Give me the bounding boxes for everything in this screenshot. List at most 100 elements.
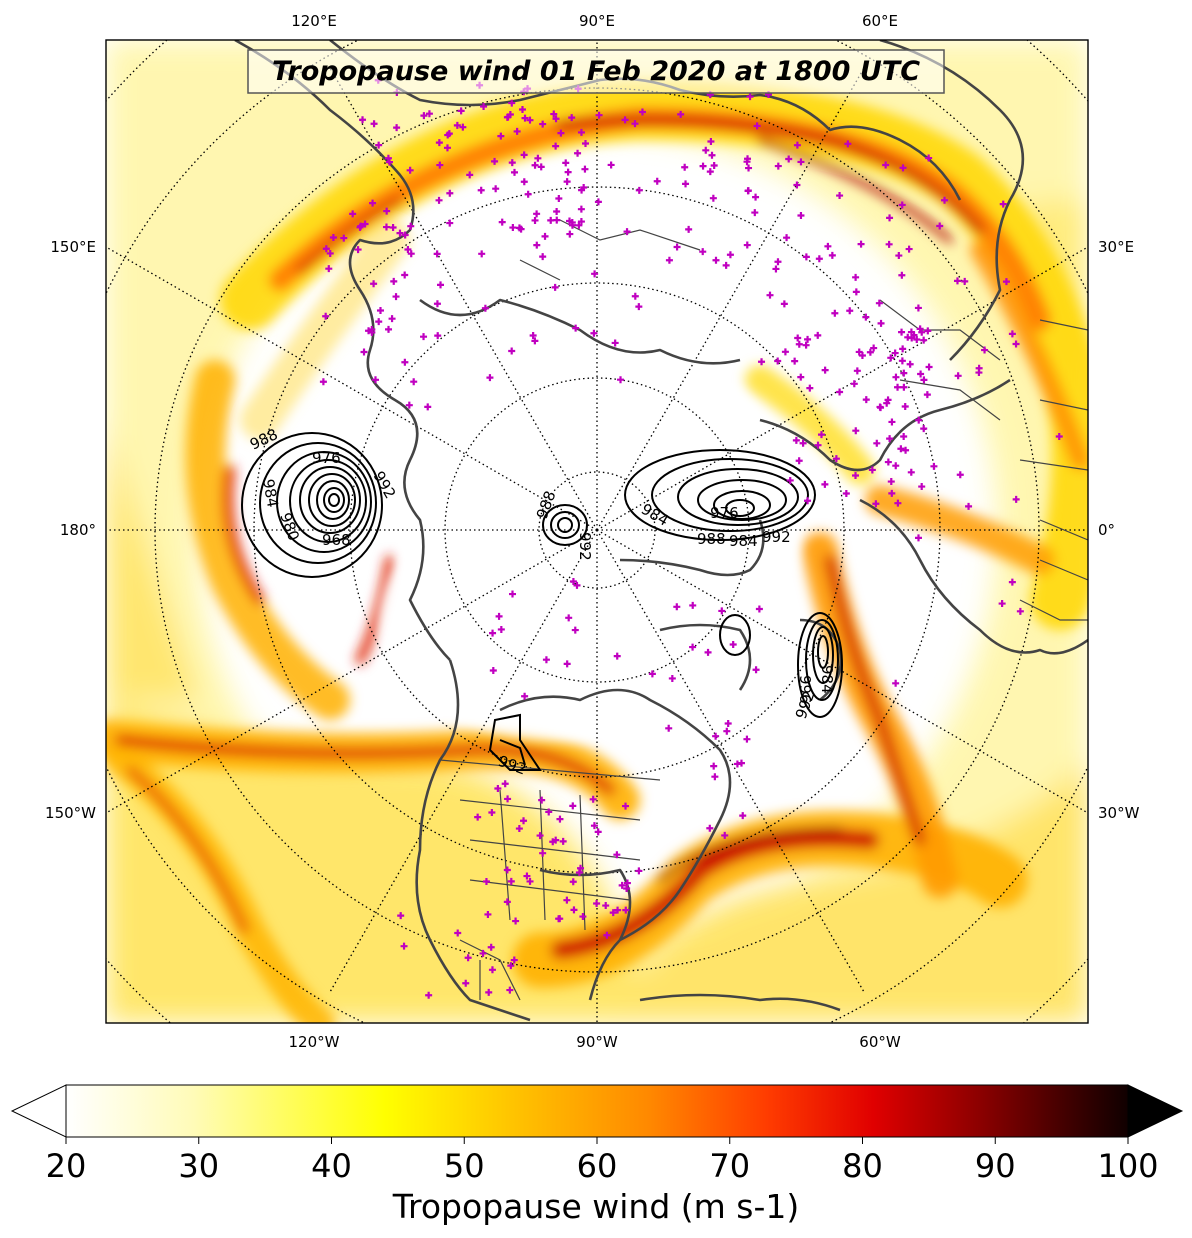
station-marker — [623, 228, 631, 236]
station-marker — [376, 306, 384, 314]
station-marker — [466, 171, 474, 179]
station-marker — [673, 243, 681, 251]
station-marker — [559, 837, 567, 845]
station-marker — [520, 817, 528, 825]
station-marker — [870, 344, 878, 352]
station-marker — [953, 277, 961, 285]
station-marker — [501, 780, 509, 788]
station-marker — [744, 155, 752, 163]
station-marker — [892, 679, 900, 687]
station-marker — [892, 373, 900, 381]
station-marker — [603, 931, 611, 939]
station-marker — [444, 131, 452, 139]
station-marker — [531, 161, 539, 169]
station-marker — [706, 168, 714, 176]
station-marker — [420, 333, 428, 341]
station-marker — [875, 299, 883, 307]
station-marker — [781, 348, 789, 356]
station-marker — [539, 849, 547, 857]
station-marker — [745, 164, 753, 172]
station-marker — [752, 193, 760, 201]
station-marker — [498, 218, 506, 226]
station-marker — [901, 402, 909, 410]
station-marker — [507, 877, 515, 885]
station-marker — [488, 808, 496, 816]
station-marker — [359, 116, 367, 124]
station-marker — [609, 909, 617, 917]
station-marker — [594, 828, 602, 836]
station-marker — [575, 221, 583, 229]
station-marker — [706, 824, 714, 832]
station-marker — [707, 137, 715, 145]
station-marker — [891, 349, 899, 357]
station-marker — [753, 122, 761, 130]
station-marker — [571, 626, 579, 634]
station-marker — [668, 674, 676, 682]
station-marker — [565, 614, 573, 622]
station-marker — [370, 120, 378, 128]
station-marker — [793, 141, 801, 149]
station-marker — [400, 942, 408, 950]
station-marker — [319, 378, 327, 386]
station-marker — [941, 196, 949, 204]
station-marker — [590, 822, 598, 830]
station-marker — [375, 141, 383, 149]
station-marker — [797, 373, 805, 381]
station-marker — [446, 219, 454, 227]
station-marker — [512, 917, 520, 925]
station-marker — [517, 225, 525, 233]
station-marker — [868, 466, 876, 474]
station-marker — [494, 784, 502, 792]
contour-label: 992 — [576, 532, 594, 561]
station-marker — [509, 590, 517, 598]
colorbar-tick-label: 90 — [975, 1147, 1016, 1185]
contour-label: 996 — [796, 675, 814, 704]
station-marker — [404, 246, 412, 253]
station-marker — [785, 155, 793, 163]
lon-label-right: 30°W — [1098, 804, 1140, 822]
station-marker — [602, 902, 610, 910]
station-marker — [699, 248, 707, 256]
station-marker — [541, 232, 549, 240]
station-marker — [436, 161, 444, 169]
station-marker — [718, 607, 726, 615]
station-marker — [635, 303, 643, 311]
station-marker — [503, 898, 511, 906]
station-marker — [821, 366, 829, 374]
station-marker — [965, 502, 973, 510]
station-marker — [613, 851, 621, 859]
station-marker — [817, 431, 825, 439]
station-marker — [478, 250, 486, 258]
station-marker — [410, 378, 418, 386]
colorbar-extend-max — [1127, 1084, 1184, 1138]
station-marker — [577, 864, 585, 872]
station-marker — [575, 868, 583, 876]
contour-labels: 988 976 992 984 980 968 984 976 988 984 … — [247, 425, 836, 778]
contour-label: 984 — [818, 665, 836, 694]
station-marker — [699, 162, 707, 170]
station-marker — [936, 222, 944, 230]
station-marker — [902, 446, 910, 454]
station-marker — [393, 124, 401, 132]
station-marker — [804, 335, 812, 343]
contour-label: 984 — [259, 478, 282, 509]
station-marker — [563, 896, 571, 904]
station-marker — [509, 224, 517, 232]
station-marker — [956, 471, 964, 479]
station-marker — [531, 337, 539, 345]
station-marker — [631, 292, 639, 300]
political-borders — [439, 219, 1088, 1001]
station-marker — [888, 418, 896, 426]
station-marker — [510, 956, 518, 964]
station-marker — [340, 234, 348, 242]
station-marker — [797, 158, 805, 166]
station-marker — [357, 222, 365, 230]
station-marker — [873, 439, 881, 447]
station-marker — [536, 832, 544, 840]
station-marker — [538, 796, 546, 804]
station-marker — [887, 478, 895, 486]
station-marker — [566, 217, 573, 225]
station-marker — [580, 184, 588, 192]
station-marker — [786, 476, 794, 484]
